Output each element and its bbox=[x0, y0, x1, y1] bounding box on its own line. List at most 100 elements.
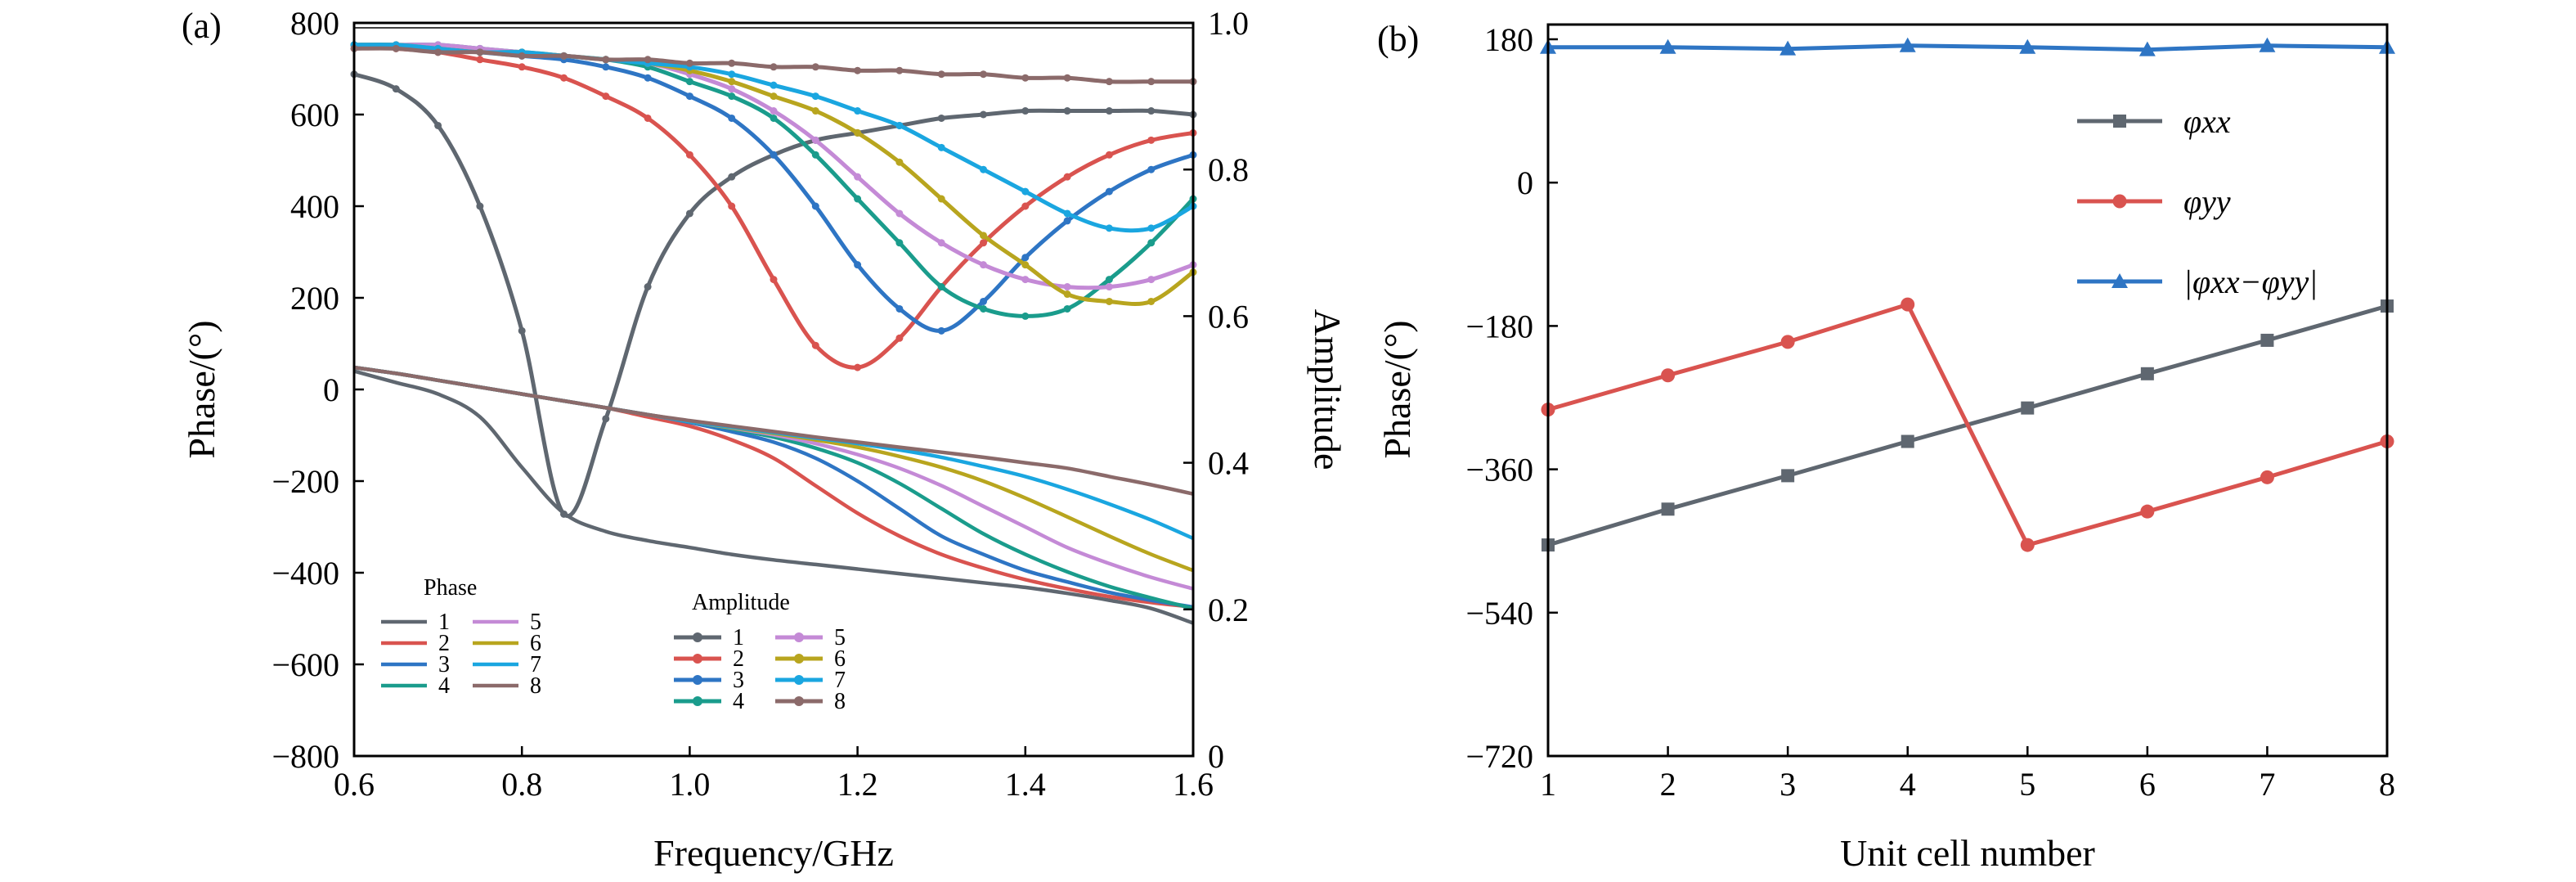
amplitude-legend-marker-3 bbox=[693, 675, 702, 685]
series-line-1 bbox=[1547, 302, 2388, 548]
phase-legend-label-6: 6 bbox=[530, 631, 541, 656]
amplitude-point-7 bbox=[854, 107, 862, 115]
amplitude-point-5 bbox=[980, 261, 987, 269]
panel-b-x-axis-label: Unit cell number bbox=[1840, 832, 2095, 874]
panel-a-label: (a) bbox=[182, 6, 222, 46]
series-line-2 bbox=[1548, 43, 2388, 52]
series-point-2 bbox=[2138, 41, 2156, 56]
amplitude-point-2 bbox=[644, 114, 652, 122]
x-tick-label: 7 bbox=[2259, 766, 2275, 803]
series-point-0 bbox=[2260, 333, 2274, 347]
amplitude-point-3 bbox=[644, 74, 652, 82]
right-y-tick-label: 0.8 bbox=[1208, 151, 1249, 188]
y-tick-label: −720 bbox=[1465, 738, 1533, 775]
amplitude-point-4 bbox=[937, 283, 945, 291]
panel-b-legend: φxx φyy |φxx−φyy| bbox=[2077, 103, 2318, 300]
amplitude-point-1 bbox=[980, 110, 987, 119]
amplitude-point-3 bbox=[685, 92, 693, 101]
amplitude-legend-marker-4 bbox=[693, 696, 702, 706]
amplitude-legend-marker-7 bbox=[794, 675, 804, 685]
amplitude-legend-marker-1 bbox=[693, 632, 702, 642]
amplitude-point-5 bbox=[895, 209, 904, 218]
x-tick-label: 0.8 bbox=[501, 766, 542, 803]
series-point-1 bbox=[1780, 335, 1795, 349]
amplitude-legend-label-1: 1 bbox=[733, 625, 744, 650]
amplitude-point-8 bbox=[644, 56, 652, 64]
amplitude-point-7 bbox=[811, 92, 819, 101]
y-tick-label: 400 bbox=[290, 188, 339, 225]
amplitude-point-4 bbox=[1063, 304, 1071, 313]
amplitude-point-1 bbox=[518, 326, 526, 335]
amplitude-point-2 bbox=[895, 334, 904, 342]
series-point-0 bbox=[2140, 367, 2154, 380]
amplitude-point-8 bbox=[1147, 78, 1156, 86]
x-tick-label: 6 bbox=[2139, 766, 2156, 803]
amplitude-point-2 bbox=[476, 56, 484, 64]
amplitude-point-3 bbox=[895, 304, 904, 313]
amplitude-point-7 bbox=[937, 143, 945, 151]
y-tick-label: −400 bbox=[272, 555, 339, 592]
y-tick-label: −180 bbox=[1465, 308, 1533, 344]
amplitude-legend-marker-5 bbox=[794, 632, 804, 642]
amplitude-point-2 bbox=[770, 276, 778, 284]
amplitude-point-4 bbox=[1147, 239, 1156, 247]
amplitude-point-4 bbox=[980, 304, 987, 313]
amplitude-legend-label-4: 4 bbox=[733, 689, 744, 714]
amplitude-point-3 bbox=[1063, 217, 1071, 225]
x-tick-label: 1 bbox=[1540, 766, 1556, 803]
series-point-0 bbox=[1901, 434, 1914, 448]
amplitude-point-1 bbox=[476, 202, 484, 210]
amplitude-point-1 bbox=[1063, 107, 1071, 115]
amplitude-point-2 bbox=[602, 92, 610, 101]
amplitude-point-4 bbox=[770, 114, 778, 122]
amplitude-point-1 bbox=[392, 85, 400, 93]
x-tick-label: 2 bbox=[1660, 766, 1676, 803]
amplitude-point-1 bbox=[1105, 107, 1113, 115]
panel-a-y-ticks: 800 600 400 200 0 −200 −400 −600 −800 bbox=[272, 5, 364, 775]
amplitude-legend-label-5: 5 bbox=[834, 625, 846, 650]
amplitude-legend-label-3: 3 bbox=[733, 668, 744, 693]
amplitude-point-6 bbox=[854, 128, 862, 137]
amplitude-point-5 bbox=[770, 107, 778, 115]
legend-marker-0 bbox=[2113, 115, 2126, 128]
amplitude-point-2 bbox=[854, 363, 862, 371]
y-tick-label: 600 bbox=[290, 97, 339, 133]
right-y-tick-label: 1.0 bbox=[1208, 5, 1249, 42]
amplitude-point-8 bbox=[1063, 74, 1071, 82]
amplitude-legend-label-6: 6 bbox=[834, 646, 846, 672]
amplitude-point-3 bbox=[1147, 165, 1156, 173]
amplitude-series-8 bbox=[350, 44, 1197, 86]
amplitude-point-2 bbox=[811, 341, 819, 349]
series-point-2 bbox=[1899, 37, 1916, 52]
y-tick-label: 800 bbox=[290, 5, 339, 42]
phase-legend-label-7: 7 bbox=[530, 652, 541, 677]
amplitude-point-6 bbox=[728, 78, 736, 86]
phase-line-7 bbox=[353, 365, 1194, 541]
amplitude-point-2 bbox=[1105, 151, 1113, 159]
amplitude-point-8 bbox=[518, 52, 526, 60]
series-point-1 bbox=[1661, 368, 1676, 383]
amplitude-point-5 bbox=[811, 136, 819, 144]
amplitude-point-6 bbox=[1105, 297, 1113, 305]
amplitude-point-8 bbox=[854, 66, 862, 74]
y-tick-label: 200 bbox=[290, 280, 339, 317]
amplitude-legend-label-2: 2 bbox=[733, 646, 744, 672]
amplitude-point-5 bbox=[1021, 276, 1030, 284]
amplitude-point-7 bbox=[1021, 187, 1030, 196]
amplitude-legend-marker-6 bbox=[794, 654, 804, 664]
amplitude-point-8 bbox=[811, 63, 819, 71]
y-tick-label: 180 bbox=[1484, 21, 1533, 58]
series-point-2 bbox=[1779, 40, 1797, 56]
right-y-tick-label: 0.2 bbox=[1208, 592, 1249, 628]
amplitude-point-4 bbox=[895, 239, 904, 247]
amplitude-point-7 bbox=[1063, 209, 1071, 218]
amplitude-point-8 bbox=[937, 70, 945, 79]
amplitude-point-7 bbox=[1105, 224, 1113, 232]
amplitude-point-3 bbox=[854, 261, 862, 269]
amplitude-point-6 bbox=[937, 195, 945, 203]
phase-line-8 bbox=[353, 365, 1194, 496]
panel-a-plot-frame bbox=[352, 21, 1195, 758]
amplitude-point-3 bbox=[1021, 254, 1030, 262]
